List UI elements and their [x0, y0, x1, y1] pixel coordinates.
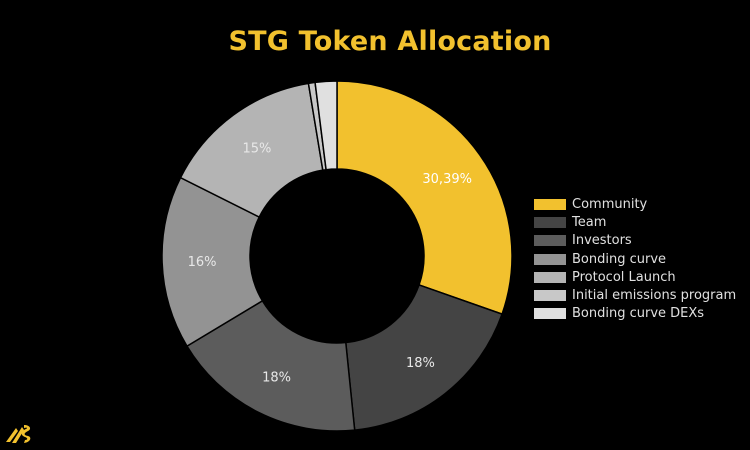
data-label-bonding-curve: 16%: [188, 255, 217, 270]
legend-label: Investors: [572, 233, 632, 249]
data-label-protocol-launch: 15%: [242, 141, 271, 156]
data-label-investors: 18%: [262, 371, 291, 386]
legend-label: Protocol Launch: [572, 269, 676, 285]
legend-swatch: [534, 253, 566, 265]
legend-swatch: [534, 308, 566, 320]
legend-swatch: [534, 235, 566, 247]
legend-item: Investors: [534, 232, 736, 250]
legend: Community Team Investors Bonding curve Proto…: [534, 195, 736, 323]
slice-team: [344, 283, 504, 431]
legend-label: Team: [572, 214, 607, 230]
legend-swatch: [534, 198, 566, 210]
legend-item: Community: [534, 195, 736, 213]
legend-item: Bonding curve DEXs: [534, 305, 736, 323]
legend-label: Community: [572, 196, 648, 212]
slice-community: [336, 80, 513, 316]
chart-title: STG Token Allocation: [228, 26, 552, 57]
legend-label: Bonding curve DEXs: [572, 306, 705, 322]
legend-swatch: [534, 290, 566, 302]
legend-item: Bonding curve: [534, 250, 736, 268]
stargate-logo-icon: [6, 425, 31, 443]
legend-item: Initial emissions program: [534, 286, 736, 304]
legend-label: Bonding curve: [572, 251, 667, 267]
data-label-community: 30,39%: [422, 172, 472, 187]
legend-label: Initial emissions program: [572, 288, 737, 304]
data-label-team: 18%: [406, 356, 435, 371]
legend-swatch: [534, 271, 566, 283]
legend-item: Protocol Launch: [534, 268, 736, 286]
legend-swatch: [534, 216, 566, 228]
slice-investors: [185, 299, 356, 432]
slice-bonding-curve-dexs: [314, 80, 338, 171]
legend-item: Team: [534, 213, 736, 231]
